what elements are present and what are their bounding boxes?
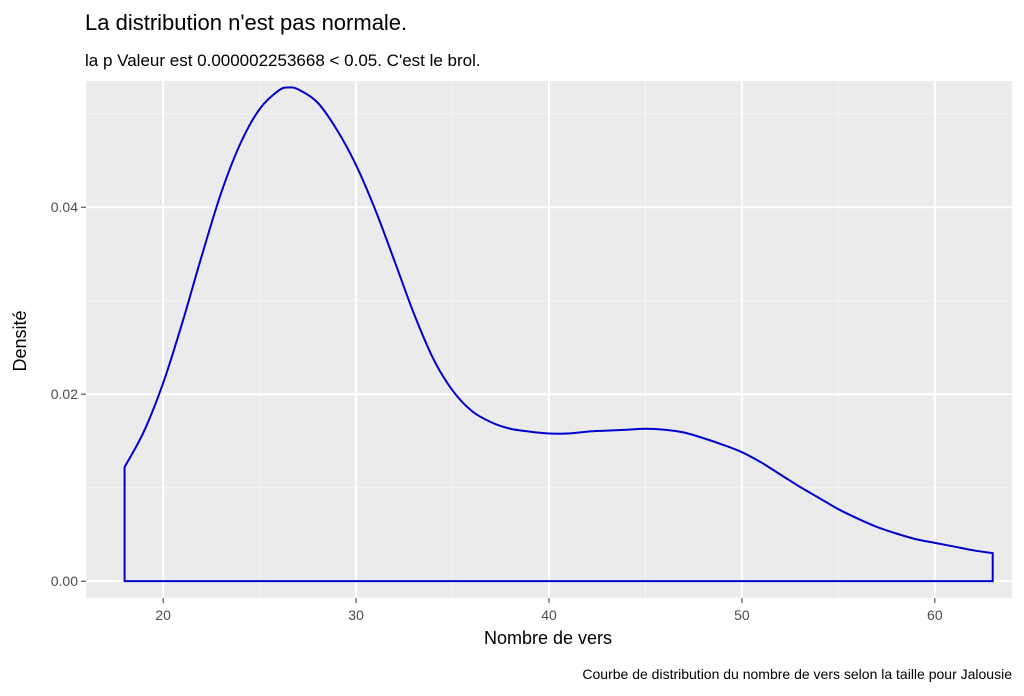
y-axis-label: Densité [10, 310, 30, 371]
x-axis-label: Nombre de vers [484, 628, 612, 648]
x-tick-label: 40 [541, 607, 557, 623]
tick-labels: 20 30 40 50 60 0.00 0.02 0.04 [51, 199, 943, 623]
x-tick-label: 60 [927, 607, 943, 623]
chart-subtitle: la p Valeur est 0.000002253668 < 0.05. C… [85, 51, 481, 70]
y-tick-label: 0.02 [51, 386, 78, 402]
y-tick-label: 0.04 [51, 199, 78, 215]
density-curve [123, 86, 994, 583]
chart-caption: Courbe de distribution du nombre de vers… [582, 666, 1012, 682]
x-tick-label: 30 [348, 607, 364, 623]
chart-title: La distribution n'est pas normale. [85, 10, 407, 35]
x-tick-label: 50 [734, 607, 750, 623]
axis-ticks [81, 206, 936, 603]
y-tick-label: 0.00 [51, 573, 78, 589]
x-tick-label: 20 [155, 607, 171, 623]
